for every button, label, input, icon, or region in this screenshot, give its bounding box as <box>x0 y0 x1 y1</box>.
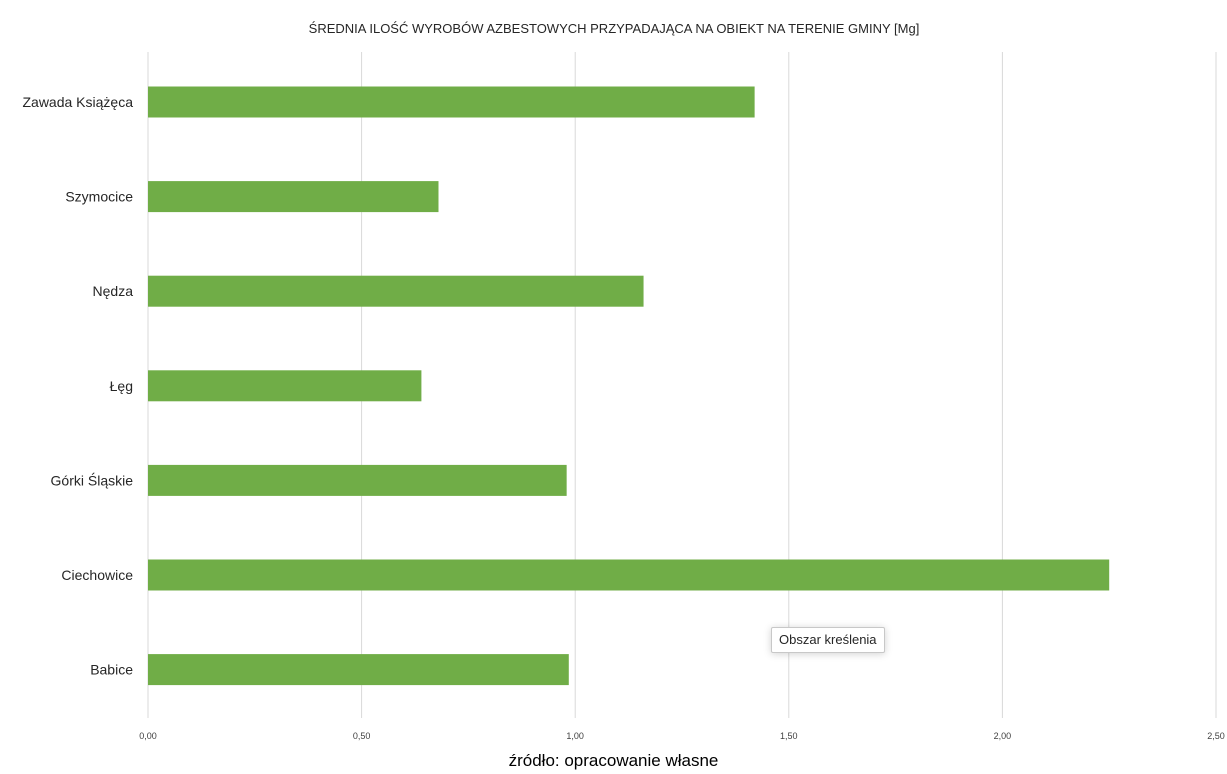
category-label: Górki Śląskie <box>51 471 134 488</box>
x-tick-label: 2,50 <box>1207 731 1225 741</box>
plot-area-tooltip: Obszar kreślenia <box>771 627 885 653</box>
x-tick-label: 1,50 <box>780 731 798 741</box>
x-tick-label: 0,50 <box>353 731 371 741</box>
gridlines <box>147 52 1217 718</box>
category-labels: Zawada Książęca Szymocice Nędza Łęg Górki Śl… <box>22 94 133 678</box>
x-tick-label: 1,00 <box>566 731 584 741</box>
category-label: Babice <box>90 662 133 678</box>
bar[interactable] <box>148 559 1110 591</box>
bar[interactable] <box>148 181 439 213</box>
bars[interactable] <box>148 86 1110 686</box>
x-tick-label: 2,00 <box>994 731 1012 741</box>
bar[interactable] <box>148 370 422 402</box>
source-caption: źródło: opracowanie własne <box>508 751 719 770</box>
x-tick-label: 0,00 <box>139 731 157 741</box>
category-label: Szymocice <box>65 189 133 205</box>
bar[interactable] <box>148 654 569 686</box>
x-tick-labels: 0,00 0,50 1,00 1,50 2,00 2,50 <box>139 731 1225 741</box>
bar[interactable] <box>148 464 567 496</box>
chart-title: ŚREDNIA ILOŚĆ WYROBÓW AZBESTOWYCH PRZYPA… <box>309 21 920 36</box>
category-label: Łęg <box>110 378 133 394</box>
category-label: Zawada Książęca <box>22 94 133 110</box>
category-label: Ciechowice <box>61 567 133 583</box>
category-label: Nędza <box>93 283 134 299</box>
bar[interactable] <box>148 275 644 307</box>
bar[interactable] <box>148 86 755 118</box>
